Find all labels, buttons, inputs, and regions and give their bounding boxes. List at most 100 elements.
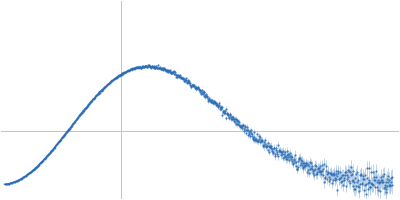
Point [130, 67, 137, 70]
Point [167, 71, 173, 74]
Point [1, 183, 8, 186]
Point [90, 97, 96, 100]
Point [346, 181, 353, 184]
Point [258, 139, 264, 142]
Point [269, 147, 276, 150]
Point [27, 171, 34, 174]
Point [67, 125, 74, 129]
Point [92, 95, 98, 98]
Point [172, 70, 178, 74]
Point [63, 131, 69, 134]
Point [108, 80, 114, 83]
Point [153, 65, 159, 68]
Point [109, 79, 116, 82]
Point [250, 137, 256, 140]
Point [278, 154, 284, 157]
Point [86, 103, 92, 106]
Point [76, 114, 82, 117]
Point [276, 149, 282, 152]
Point [274, 151, 280, 154]
Point [42, 156, 49, 159]
Point [258, 139, 265, 142]
Point [82, 107, 88, 111]
Point [82, 106, 89, 110]
Point [84, 104, 91, 107]
Point [255, 140, 262, 143]
Point [144, 65, 150, 69]
Point [158, 66, 165, 70]
Point [312, 167, 318, 170]
Point [354, 170, 360, 174]
Point [285, 152, 291, 155]
Point [56, 140, 62, 143]
Point [52, 145, 59, 148]
Point [142, 64, 148, 67]
Point [7, 182, 14, 185]
Point [10, 181, 17, 184]
Point [312, 164, 318, 167]
Point [337, 177, 343, 180]
Point [4, 182, 10, 186]
Point [281, 150, 288, 153]
Point [381, 173, 387, 176]
Point [310, 170, 316, 173]
Point [148, 65, 154, 68]
Point [385, 174, 392, 177]
Point [114, 75, 121, 78]
Point [91, 97, 97, 100]
Point [6, 182, 12, 185]
Point [346, 170, 352, 173]
Point [330, 173, 336, 176]
Point [39, 160, 45, 163]
Point [78, 111, 85, 114]
Point [241, 127, 247, 130]
Point [364, 181, 371, 184]
Point [225, 114, 232, 117]
Point [246, 132, 252, 136]
Point [385, 181, 391, 184]
Point [195, 86, 201, 89]
Point [121, 71, 127, 74]
Point [338, 176, 344, 179]
Point [16, 178, 23, 181]
Point [115, 75, 121, 78]
Point [24, 173, 30, 177]
Point [277, 149, 283, 152]
Point [326, 175, 332, 178]
Point [280, 156, 287, 159]
Point [389, 184, 395, 187]
Point [222, 111, 228, 115]
Point [196, 87, 202, 91]
Point [227, 113, 234, 116]
Point [105, 83, 111, 86]
Point [183, 81, 190, 84]
Point [54, 142, 60, 146]
Point [235, 119, 241, 123]
Point [234, 123, 240, 126]
Point [196, 88, 202, 91]
Point [25, 172, 32, 176]
Point [16, 178, 22, 182]
Point [87, 101, 94, 104]
Point [52, 145, 58, 148]
Point [182, 77, 189, 80]
Point [336, 178, 342, 181]
Point [74, 117, 80, 120]
Point [30, 168, 36, 171]
Point [219, 113, 226, 116]
Point [213, 102, 219, 105]
Point [379, 179, 385, 182]
Point [102, 85, 108, 88]
Point [383, 188, 390, 191]
Point [281, 152, 287, 155]
Point [386, 184, 392, 187]
Point [148, 65, 155, 68]
Point [260, 141, 267, 144]
Point [50, 148, 56, 151]
Point [374, 180, 380, 183]
Point [244, 134, 251, 137]
Point [61, 134, 68, 137]
Point [228, 116, 235, 119]
Point [199, 90, 206, 93]
Point [329, 181, 335, 184]
